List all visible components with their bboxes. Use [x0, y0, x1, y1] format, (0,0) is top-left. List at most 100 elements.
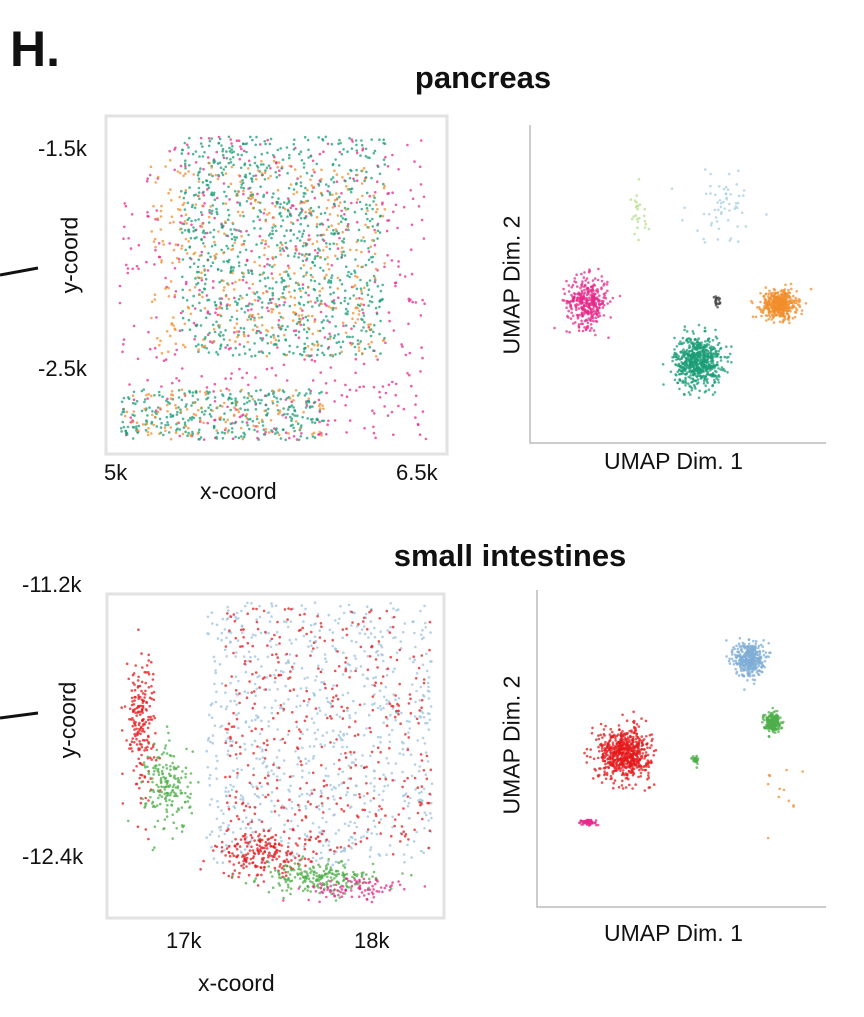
- data-point: [351, 140, 354, 143]
- data-point: [301, 309, 304, 312]
- data-point: [713, 391, 717, 394]
- data-point: [224, 691, 227, 694]
- data-point: [137, 424, 141, 428]
- data-point: [703, 241, 707, 244]
- data-point: [717, 349, 720, 353]
- data-point: [328, 213, 332, 216]
- data-point: [592, 307, 595, 311]
- data-point: [704, 384, 707, 388]
- data-point: [361, 352, 364, 355]
- data-point: [661, 363, 665, 366]
- data-point: [356, 339, 360, 342]
- data-point: [195, 236, 198, 239]
- data-point: [274, 170, 278, 174]
- data-point: [279, 202, 282, 206]
- data-point: [372, 676, 375, 680]
- data-point: [718, 199, 722, 202]
- data-point: [331, 644, 335, 648]
- data-point: [289, 415, 292, 419]
- data-point: [203, 202, 206, 205]
- data-point: [196, 265, 200, 269]
- data-point: [263, 760, 266, 763]
- data-point: [330, 264, 334, 267]
- data-point: [422, 681, 426, 685]
- data-point: [344, 404, 347, 407]
- data-point: [299, 181, 303, 184]
- data-point: [306, 300, 310, 304]
- data-point: [282, 772, 286, 775]
- data-point: [718, 302, 721, 306]
- data-point: [213, 198, 217, 201]
- data-point: [303, 201, 306, 204]
- data-point: [677, 355, 681, 358]
- data-point: [778, 306, 781, 309]
- data-point: [258, 604, 261, 608]
- data-point: [286, 412, 289, 416]
- data-point: [251, 282, 255, 286]
- data-point: [408, 373, 411, 377]
- data-point: [264, 430, 267, 434]
- data-point: [243, 408, 247, 412]
- data-point: [219, 705, 223, 708]
- data-point: [693, 342, 696, 346]
- data-point: [368, 810, 372, 814]
- data-point: [160, 385, 163, 388]
- data-point: [363, 427, 366, 430]
- data-point: [415, 672, 419, 675]
- data-point: [120, 400, 124, 404]
- data-point: [404, 833, 408, 836]
- data-point: [199, 142, 203, 145]
- data-point: [172, 316, 175, 319]
- data-point: [154, 218, 157, 221]
- data-point: [234, 435, 237, 439]
- data-point: [237, 330, 241, 333]
- data-point: [223, 431, 226, 435]
- data-point: [607, 336, 610, 340]
- data-point: [305, 781, 309, 785]
- data-point: [328, 320, 331, 324]
- data-point: [696, 344, 699, 347]
- data-point: [153, 263, 156, 266]
- data-point: [406, 776, 409, 780]
- data-point: [171, 261, 174, 265]
- data-point: [364, 775, 368, 778]
- data-point: [673, 378, 677, 382]
- data-point: [170, 322, 174, 325]
- data-point: [257, 312, 260, 316]
- data-point: [197, 186, 201, 190]
- data-point: [231, 437, 235, 441]
- data-point: [223, 286, 226, 289]
- data-point: [580, 285, 583, 288]
- data-point: [383, 336, 386, 340]
- data-point: [373, 228, 376, 232]
- data-point: [316, 418, 320, 422]
- data-point: [309, 654, 312, 657]
- data-point: [238, 353, 241, 357]
- data-point: [581, 307, 584, 311]
- data-point: [370, 176, 373, 180]
- data-point: [321, 668, 324, 671]
- data-point: [346, 786, 350, 790]
- data-point: [210, 830, 214, 833]
- data-point: [689, 354, 692, 357]
- data-point: [596, 278, 600, 282]
- data-point: [173, 148, 176, 151]
- data-point: [156, 410, 160, 414]
- data-point: [306, 138, 310, 142]
- data-point: [171, 381, 174, 385]
- data-point: [219, 301, 222, 304]
- data-point: [609, 316, 612, 319]
- data-point: [320, 321, 324, 324]
- data-point: [582, 305, 586, 308]
- data-point: [315, 240, 319, 243]
- data-point: [290, 819, 293, 823]
- data-point: [266, 644, 269, 647]
- data-point: [409, 697, 412, 701]
- data-point: [350, 624, 353, 627]
- data-point: [337, 222, 340, 226]
- data-point: [258, 757, 262, 761]
- data-point: [328, 247, 332, 251]
- data-point: [168, 334, 172, 338]
- data-point: [694, 379, 698, 383]
- data-point: [296, 763, 299, 766]
